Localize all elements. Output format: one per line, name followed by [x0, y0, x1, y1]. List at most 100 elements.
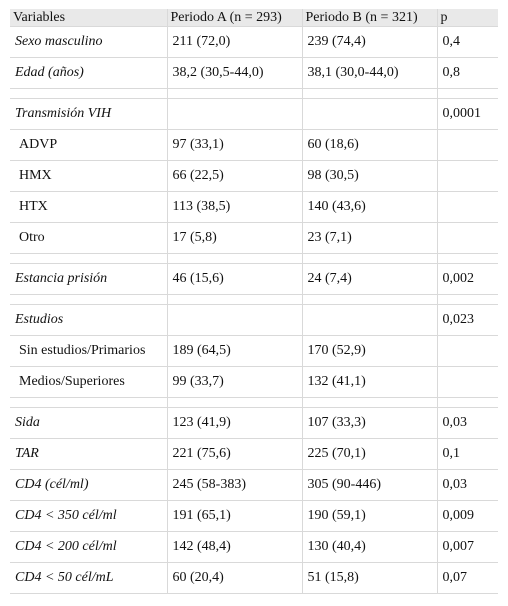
- separator-cell: [10, 253, 167, 264]
- separator-cell: [166, 397, 302, 408]
- periodo-b-cell: 51 (15,8): [301, 562, 437, 594]
- separator-cell: [436, 253, 498, 264]
- periodo-b-cell: 60 (18,6): [301, 129, 437, 161]
- separator-cell: [301, 397, 437, 408]
- periodo-b-cell: 24 (7,4): [301, 263, 437, 295]
- periodo-a-cell: [166, 98, 302, 130]
- p-value-cell: [436, 222, 498, 254]
- periodo-a-cell: 38,2 (30,5-44,0): [166, 57, 302, 89]
- separator-cell: [436, 88, 498, 99]
- separator-cell: [301, 294, 437, 305]
- separator-cell: [301, 253, 437, 264]
- periodo-b-cell: [301, 98, 437, 130]
- periodo-b-cell: 23 (7,1): [301, 222, 437, 254]
- p-value-cell: 0,007: [436, 531, 498, 563]
- separator-row: [10, 294, 498, 305]
- periodo-b-cell: 140 (43,6): [301, 191, 437, 223]
- table-row: Sin estudios/Primarios 189 (64,5) 170 (52,…: [10, 335, 498, 367]
- header-periodo-a: Periodo A (n = 293): [166, 9, 302, 27]
- variable-cell: CD4 < 50 cél/mL: [10, 562, 167, 594]
- variable-cell: TAR: [10, 438, 167, 470]
- separator-cell: [436, 294, 498, 305]
- p-value-cell: [436, 160, 498, 192]
- p-value-cell: 0,03: [436, 469, 498, 501]
- p-value-cell: 0,03: [436, 407, 498, 439]
- periodo-b-cell: 190 (59,1): [301, 500, 437, 532]
- p-value-cell: 0,009: [436, 500, 498, 532]
- periodo-a-cell: 97 (33,1): [166, 129, 302, 161]
- periodo-b-cell: 305 (90-446): [301, 469, 437, 501]
- periodo-a-cell: 99 (33,7): [166, 366, 302, 398]
- table-row: Estancia prisión 46 (15,6) 24 (7,4) 0,002: [10, 263, 498, 295]
- p-value-cell: 0,0001: [436, 98, 498, 130]
- separator-cell: [436, 397, 498, 408]
- p-value-cell: 0,8: [436, 57, 498, 89]
- separator-row: [10, 397, 498, 408]
- p-value-cell: [436, 366, 498, 398]
- table-row: Transmisión VIH 0,0001: [10, 98, 498, 130]
- periodo-b-cell: 130 (40,4): [301, 531, 437, 563]
- variable-cell: Sida: [10, 407, 167, 439]
- variable-cell: Estancia prisión: [10, 263, 167, 295]
- table-row: CD4 < 350 cél/ml 191 (65,1) 190 (59,1) 0,00…: [10, 500, 498, 532]
- variable-cell: Otro: [10, 222, 167, 254]
- separator-cell: [301, 88, 437, 99]
- table-row: Sida 123 (41,9) 107 (33,3) 0,03: [10, 407, 498, 439]
- periodo-a-cell: 211 (72,0): [166, 26, 302, 58]
- variable-cell: HMX: [10, 160, 167, 192]
- p-value-cell: [436, 129, 498, 161]
- header-variables: Variables: [10, 9, 167, 27]
- table-row: Otro 17 (5,8) 23 (7,1): [10, 222, 498, 254]
- periodo-b-cell: 107 (33,3): [301, 407, 437, 439]
- periodo-a-cell: 60 (20,4): [166, 562, 302, 594]
- periodo-a-cell: 17 (5,8): [166, 222, 302, 254]
- separator-cell: [10, 88, 167, 99]
- p-value-cell: [436, 335, 498, 367]
- p-value-cell: 0,07: [436, 562, 498, 594]
- variable-cell: CD4 (cél/ml): [10, 469, 167, 501]
- p-value-cell: [436, 191, 498, 223]
- p-value-cell: 0,4: [436, 26, 498, 58]
- separator-cell: [166, 88, 302, 99]
- periodo-b-cell: 38,1 (30,0-44,0): [301, 57, 437, 89]
- periodo-a-cell: 142 (48,4): [166, 531, 302, 563]
- table-row: CD4 < 200 cél/ml 142 (48,4) 130 (40,4) 0,00…: [10, 531, 498, 563]
- periodo-a-cell: 66 (22,5): [166, 160, 302, 192]
- header-periodo-b: Periodo B (n = 321): [301, 9, 437, 27]
- variable-cell: ADVP: [10, 129, 167, 161]
- table-row: TAR 221 (75,6) 225 (70,1) 0,1: [10, 438, 498, 470]
- periodo-b-cell: 98 (30,5): [301, 160, 437, 192]
- table-body: Sexo masculino 211 (72,0) 239 (74,4) 0,4 Eda…: [10, 26, 498, 594]
- periodo-a-cell: 46 (15,6): [166, 263, 302, 295]
- periodo-b-cell: 132 (41,1): [301, 366, 437, 398]
- periodo-a-cell: 123 (41,9): [166, 407, 302, 439]
- p-value-cell: 0,002: [436, 263, 498, 295]
- separator-row: [10, 253, 498, 264]
- variable-cell: Transmisión VIH: [10, 98, 167, 130]
- variable-cell: HTX: [10, 191, 167, 223]
- variable-cell: Edad (años): [10, 57, 167, 89]
- variable-cell: CD4 < 200 cél/ml: [10, 531, 167, 563]
- header-row: Variables Periodo A (n = 293) Periodo B …: [10, 9, 498, 27]
- periodo-a-cell: 245 (58-383): [166, 469, 302, 501]
- table-row: Edad (años) 38,2 (30,5-44,0) 38,1 (30,0-44…: [10, 57, 498, 89]
- p-value-cell: 0,023: [436, 304, 498, 336]
- periodo-b-cell: 239 (74,4): [301, 26, 437, 58]
- periodo-a-cell: 189 (64,5): [166, 335, 302, 367]
- table-row: ADVP 97 (33,1) 60 (18,6): [10, 129, 498, 161]
- p-value-cell: 0,1: [436, 438, 498, 470]
- periodo-b-cell: 170 (52,9): [301, 335, 437, 367]
- periodo-b-cell: [301, 304, 437, 336]
- variable-cell: CD4 < 350 cél/ml: [10, 500, 167, 532]
- variable-cell: Estudios: [10, 304, 167, 336]
- separator-cell: [10, 294, 167, 305]
- variable-cell: Medios/Superiores: [10, 366, 167, 398]
- table-container: Variables Periodo A (n = 293) Periodo B …: [10, 9, 498, 594]
- periodo-a-cell: 113 (38,5): [166, 191, 302, 223]
- separator-row: [10, 88, 498, 99]
- periodo-a-cell: 221 (75,6): [166, 438, 302, 470]
- table-row: Sexo masculino 211 (72,0) 239 (74,4) 0,4: [10, 26, 498, 58]
- table-row: CD4 (cél/ml) 245 (58-383) 305 (90-446) 0,03: [10, 469, 498, 501]
- separator-cell: [10, 397, 167, 408]
- periodo-b-cell: 225 (70,1): [301, 438, 437, 470]
